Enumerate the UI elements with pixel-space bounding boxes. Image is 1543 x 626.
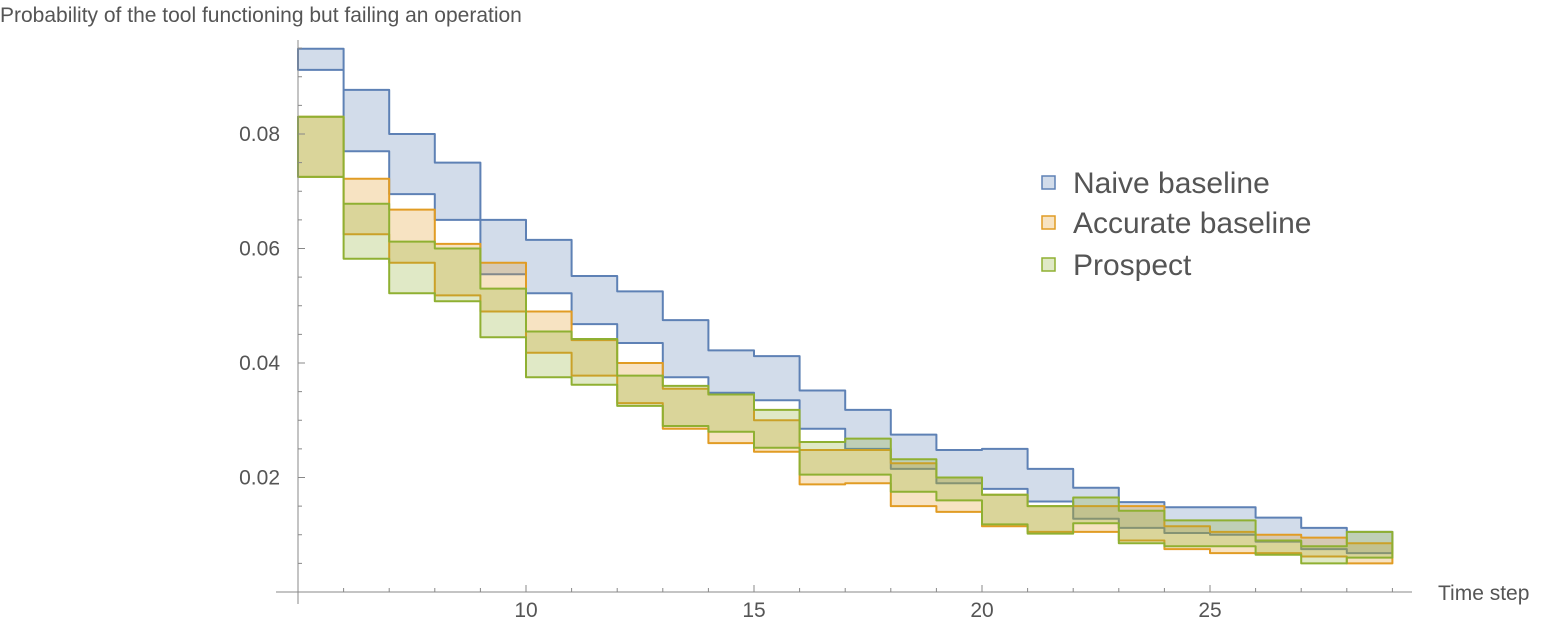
y-tick-label: 0.02 (239, 467, 280, 490)
legend-swatch-accurate-baseline (1041, 215, 1056, 230)
y-tick-label: 0.06 (239, 238, 280, 261)
legend-swatch-prospect (1041, 257, 1056, 272)
x-tick-label: 25 (1198, 599, 1221, 622)
x-axis-label: Time step (1438, 582, 1529, 605)
series-band-prospect (297, 115, 1394, 565)
series-band-naive-baseline (297, 47, 1394, 555)
legend-swatch-naive-baseline (1041, 175, 1056, 190)
x-tick-label: 20 (970, 599, 993, 622)
legend-label-accurate-baseline: Accurate baseline (1073, 207, 1311, 240)
y-tick-label: 0.04 (239, 352, 280, 375)
x-tick-label: 15 (742, 599, 765, 622)
legend: Naive baseline Accurate baseline Prospect (1041, 167, 1311, 282)
y-tick-label: 0.08 (239, 123, 280, 146)
series-bands (297, 47, 1394, 565)
legend-label-naive-baseline: Naive baseline (1073, 167, 1270, 200)
x-tick-label: 10 (514, 599, 537, 622)
legend-label-prospect: Prospect (1073, 249, 1192, 282)
x-ticks: 10 15 20 25 (343, 585, 1393, 622)
y-ticks: 0.02 0.04 0.06 0.08 (239, 47, 305, 564)
y-axis-label: Probability of the tool functioning but … (0, 4, 522, 27)
